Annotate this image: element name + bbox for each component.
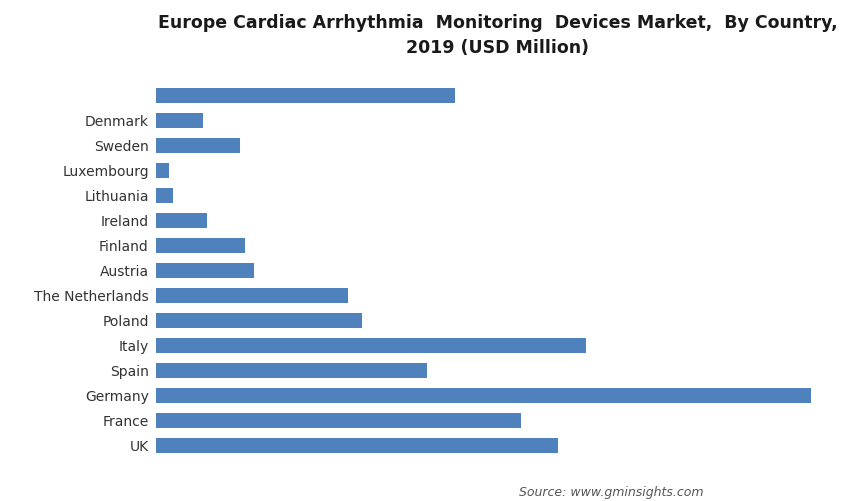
Bar	[156, 413, 521, 428]
Title: Europe Cardiac Arrhythmia  Monitoring  Devices Market,  By Country,
2019 (USD Mi: Europe Cardiac Arrhythmia Monitoring Dev…	[157, 15, 837, 58]
Bar	[156, 388, 811, 403]
Bar	[156, 163, 169, 178]
Bar	[156, 138, 240, 153]
Bar	[156, 238, 245, 253]
Bar	[156, 363, 427, 378]
Bar	[156, 338, 586, 353]
Bar	[156, 263, 254, 278]
Bar	[156, 313, 362, 328]
Bar	[156, 213, 208, 228]
Bar	[156, 288, 348, 303]
Bar	[156, 188, 172, 203]
Text: Source: www.gminsights.com: Source: www.gminsights.com	[519, 486, 703, 499]
Bar	[156, 438, 558, 453]
Bar	[156, 88, 455, 103]
Bar	[156, 113, 202, 128]
